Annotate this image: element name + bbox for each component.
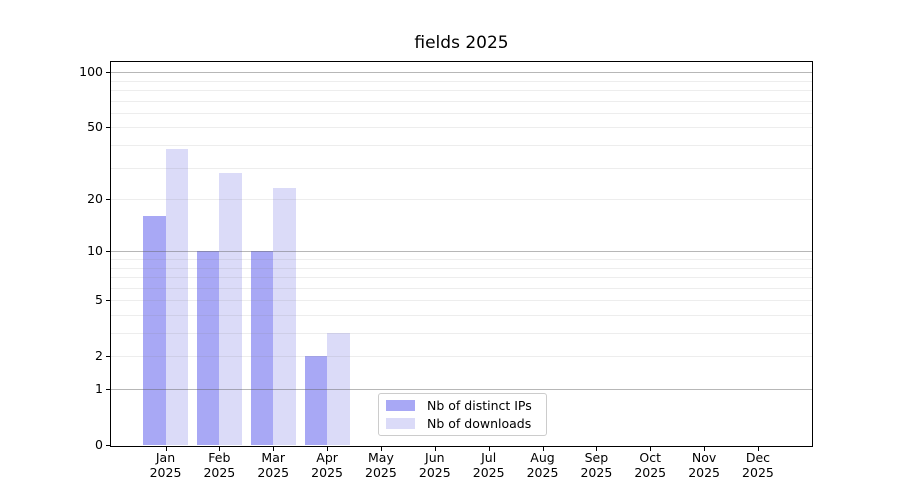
minor-gridline: [111, 287, 812, 289]
x-tick-mark: [488, 447, 490, 451]
x-tick-mark: [165, 447, 167, 451]
minor-gridline: [111, 100, 812, 102]
x-tick-label: Nov 2025: [688, 450, 720, 480]
legend-swatch-nb-of-distinct-ips: [386, 400, 415, 411]
plot-area: [110, 61, 813, 447]
chart-title: fields 2025: [414, 33, 509, 53]
major-gridline: [111, 251, 812, 253]
x-tick-mark: [273, 447, 275, 451]
x-tick-mark: [704, 447, 706, 451]
minor-gridline: [111, 145, 812, 147]
x-tick-mark: [757, 447, 759, 451]
x-tick-mark: [542, 447, 544, 451]
minor-gridline: [111, 356, 812, 358]
legend-row: Nb of distinct IPs: [386, 398, 546, 413]
y-tick-mark: [106, 72, 110, 74]
y-tick-label: 50: [87, 119, 103, 135]
x-tick-label: Jul 2025: [472, 450, 505, 480]
minor-gridline: [111, 300, 812, 302]
y-tick-mark: [106, 300, 110, 302]
minor-gridline: [111, 167, 812, 169]
y-tick-label: 100: [79, 64, 103, 80]
minor-gridline: [111, 90, 812, 92]
x-tick-label: Jan 2025: [149, 450, 182, 480]
x-tick-label: Mar 2025: [257, 450, 290, 480]
legend-label: Nb of downloads: [427, 416, 532, 431]
bar-nb-of-downloads-apr: [327, 333, 350, 445]
legend-row: Nb of downloads: [386, 416, 546, 431]
x-tick-label: Oct 2025: [634, 450, 667, 480]
x-tick-label: Feb 2025: [203, 450, 236, 480]
major-gridline: [111, 389, 812, 390]
x-tick-mark: [434, 447, 436, 451]
y-tick-label: 20: [87, 191, 103, 207]
minor-gridline: [111, 112, 812, 114]
bar-nb-of-downloads-feb: [219, 172, 242, 445]
x-tick-label: Dec 2025: [742, 450, 774, 480]
legend-swatch-nb-of-downloads: [386, 418, 415, 429]
x-tick-mark: [380, 447, 382, 451]
bar-nb-of-distinct-ips-feb: [196, 251, 220, 445]
bar-nb-of-distinct-ips-jan: [143, 216, 166, 445]
x-tick-mark: [219, 447, 221, 451]
minor-gridline: [111, 277, 812, 279]
minor-gridline: [111, 199, 812, 201]
bar-nb-of-downloads-mar: [273, 188, 296, 445]
y-tick-label: 1: [95, 381, 103, 396]
y-tick-label: 10: [87, 243, 103, 259]
bar-nb-of-distinct-ips-mar: [250, 251, 274, 445]
x-tick-mark: [650, 447, 652, 451]
x-tick-label: Aug 2025: [526, 450, 559, 480]
y-tick-mark: [106, 356, 110, 358]
minor-gridline: [111, 333, 812, 335]
y-tick-mark: [106, 199, 110, 201]
x-tick-mark: [596, 447, 598, 451]
y-tick-mark: [106, 445, 110, 446]
x-tick-label: May 2025: [365, 450, 397, 480]
minor-gridline: [111, 80, 812, 82]
legend: Nb of distinct IPs Nb of downloads: [378, 393, 547, 436]
minor-gridline: [111, 259, 812, 260]
y-tick-label: 2: [95, 348, 103, 364]
x-tick-label: Jun 2025: [418, 450, 451, 480]
minor-gridline: [111, 314, 812, 316]
x-tick-label: Apr 2025: [311, 450, 343, 480]
bar-nb-of-distinct-ips-apr: [304, 356, 328, 445]
y-tick-label: 0: [95, 437, 103, 452]
x-tick-label: Sep 2025: [580, 450, 613, 480]
y-tick-label: 5: [95, 292, 103, 308]
minor-gridline: [111, 127, 812, 129]
y-tick-mark: [106, 389, 110, 390]
y-tick-mark: [106, 251, 110, 253]
legend-label: Nb of distinct IPs: [427, 398, 532, 413]
major-gridline: [111, 72, 812, 74]
bar-nb-of-downloads-jan: [165, 149, 188, 445]
y-tick-mark: [106, 127, 110, 129]
x-tick-mark: [327, 447, 329, 451]
minor-gridline: [111, 267, 812, 269]
